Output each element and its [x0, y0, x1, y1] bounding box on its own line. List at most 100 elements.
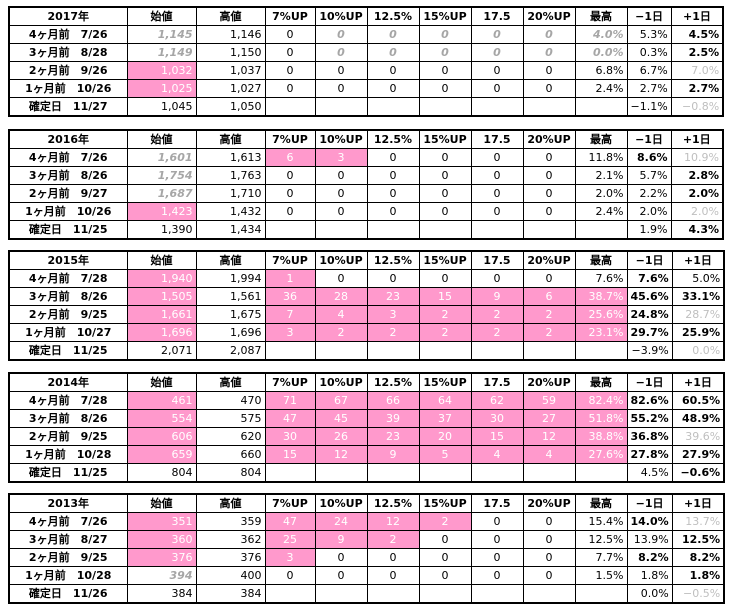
year-label: 2014年: [8, 372, 128, 392]
table-cell: 0: [522, 166, 576, 185]
table-cell: [418, 220, 472, 240]
table-cell: 1: [264, 269, 316, 288]
table-cell: 1,696: [195, 323, 266, 342]
column-header: −1日: [626, 6, 672, 26]
table-cell: 27: [522, 409, 576, 428]
row-label: 1ヶ月前 10/27: [8, 323, 128, 342]
table-cell: 5.0%: [671, 269, 726, 288]
table-cell: [470, 220, 524, 240]
table-cell: 47: [264, 409, 316, 428]
year-table-2: 2015年 始値 高値 7%UP 10%UP 12.5% 15%UP 17.5 20%UP 最高 −…: [8, 250, 726, 361]
column-header: 最高: [574, 6, 628, 26]
table-cell: 3: [264, 548, 316, 567]
table-cell: 7.6%: [574, 269, 628, 288]
table-row: 3ヶ月前 8/26 554 575 47 45 39 37 30 27 51.8% 55.2% 48.…: [8, 409, 726, 428]
table-cell: −0.5%: [671, 584, 726, 604]
table-cell: 1,149: [126, 43, 197, 62]
column-header: 12.5%: [366, 493, 420, 513]
table-row: 1ヶ月前 10/26 1,025 1,027 0 0 0 0 0 0 2.4% 2.7% 2.7%: [8, 79, 725, 98]
table-cell: 0: [522, 566, 576, 585]
table-cell: 2.0%: [670, 184, 724, 203]
table-cell: 0: [522, 512, 576, 531]
table-cell: [314, 220, 368, 240]
column-header: 17.5: [470, 6, 524, 26]
row-label: 1ヶ月前 10/26: [8, 202, 128, 221]
column-header: 10%UP: [314, 6, 368, 26]
column-header: −1日: [626, 493, 673, 513]
table-cell: 659: [126, 445, 197, 464]
row-label: 4ヶ月前 7/26: [8, 148, 128, 167]
table-cell: 400: [195, 566, 266, 585]
column-header: 高値: [195, 372, 266, 392]
header-row: 2016年 始値 高値 7%UP 10%UP 12.5% 15%UP 17.5 20%UP 最高 −…: [8, 129, 724, 149]
table-cell: 2.0%: [626, 202, 672, 221]
table-cell: 27.9%: [671, 445, 726, 464]
column-header: 始値: [126, 493, 197, 513]
table-cell: 47: [264, 512, 316, 531]
table-cell: −1.1%: [626, 97, 672, 117]
table-cell: 0: [366, 548, 420, 567]
table-cell: 0: [366, 61, 420, 80]
table-cell: 0: [522, 548, 576, 567]
table-cell: 71: [264, 391, 316, 410]
table-cell: 2: [418, 305, 472, 324]
column-header: 17.5: [470, 493, 524, 513]
table-cell: 1,027: [195, 79, 266, 98]
table-cell: 25.6%: [574, 305, 628, 324]
table-cell: 360: [126, 530, 197, 549]
row-label: 2ヶ月前 9/25: [8, 305, 128, 324]
header-row: 2015年 始値 高値 7%UP 10%UP 12.5% 15%UP 17.5 20%UP 最高 −…: [8, 250, 726, 270]
column-header: 最高: [574, 250, 628, 270]
table-cell: 0: [522, 61, 576, 80]
column-header: 高値: [195, 129, 266, 149]
table-row: 3ヶ月前 8/28 1,149 1,150 0 0 0 0 0 0 0.0% 0.3% 2.5%: [8, 43, 725, 62]
table-cell: 67: [314, 391, 368, 410]
table-cell: 0: [418, 79, 472, 98]
table-cell: 2: [418, 323, 472, 342]
table-cell: 8.2%: [671, 548, 726, 567]
table-cell: 37: [418, 409, 472, 428]
table-cell: 0: [314, 166, 368, 185]
row-label: 3ヶ月前 8/27: [8, 530, 128, 549]
table-cell: 0.0%: [574, 43, 628, 62]
table-cell: 7.7%: [574, 548, 628, 567]
table-cell: 0: [470, 184, 524, 203]
column-header: +1日: [670, 6, 725, 26]
table-cell: 12: [314, 445, 368, 464]
table-cell: 1,940: [126, 269, 197, 288]
table-row: 確定日 11/25 2,071 2,087 −3.9% 0.0%: [8, 341, 726, 361]
column-header: 20%UP: [522, 129, 576, 149]
table-cell: 1,037: [195, 61, 266, 80]
table-cell: 55.2%: [626, 409, 673, 428]
table-row: 3ヶ月前 8/26 1,754 1,763 0 0 0 0 0 0 2.1% 5.7% 2.8%: [8, 166, 724, 185]
table-cell: 0: [314, 43, 368, 62]
table-cell: 1,687: [126, 184, 197, 203]
table-cell: 0: [314, 25, 368, 44]
table-cell: 2.0%: [670, 202, 724, 221]
table-cell: 7.6%: [626, 269, 673, 288]
row-label: 1ヶ月前 10/28: [8, 566, 128, 585]
table-cell: 359: [195, 512, 266, 531]
table-cell: [314, 97, 368, 117]
table-cell: 62: [470, 391, 524, 410]
table-cell: 1,045: [126, 97, 197, 117]
table-row: 2ヶ月前 9/25 1,661 1,675 7 4 3 2 2 2 25.6% 24.8% 28.7%: [8, 305, 726, 324]
table-cell: 0: [264, 184, 316, 203]
table-cell: [470, 341, 524, 361]
table-cell: 30: [470, 409, 524, 428]
table-cell: 362: [195, 530, 266, 549]
table-cell: 5: [418, 445, 472, 464]
table-cell: 82.4%: [574, 391, 628, 410]
column-header: 15%UP: [418, 250, 472, 270]
table-cell: 45.6%: [626, 287, 673, 306]
table-cell: 39: [366, 409, 420, 428]
column-header: 20%UP: [522, 6, 576, 26]
table-cell: 384: [195, 584, 266, 604]
header-row: 2014年 始値 高値 7%UP 10%UP 12.5% 15%UP 17.5 20%UP 最高 −…: [8, 372, 726, 392]
table-cell: 1,561: [195, 287, 266, 306]
column-header: 12.5%: [366, 6, 420, 26]
table-cell: −0.8%: [670, 97, 725, 117]
table-cell: [264, 97, 316, 117]
table-cell: 3: [366, 305, 420, 324]
table-cell: 29.7%: [626, 323, 673, 342]
